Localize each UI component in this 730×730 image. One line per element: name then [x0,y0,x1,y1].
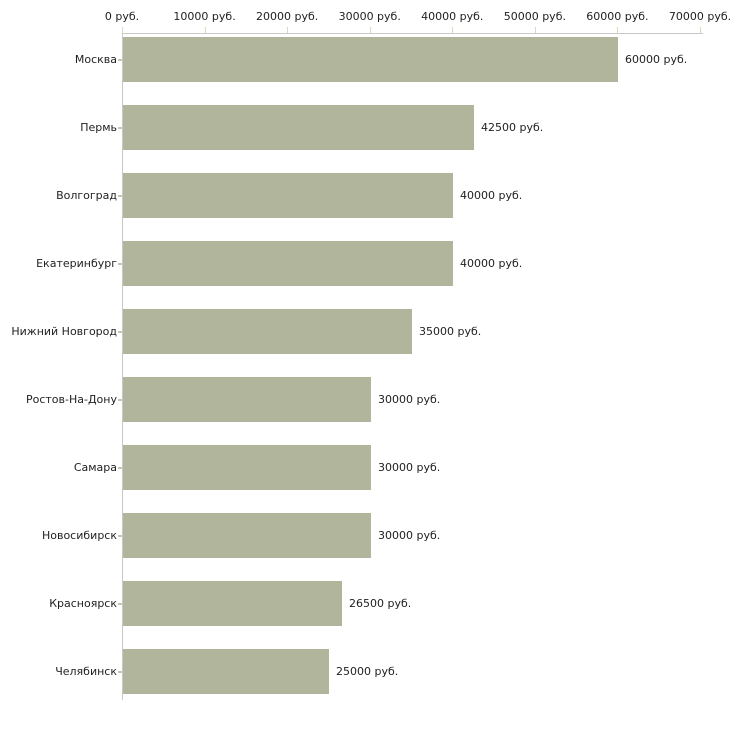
category-label: Красноярск [49,597,117,610]
value-label: 30000 руб. [378,393,441,406]
value-label: 30000 руб. [378,461,441,474]
x-tick-mark [204,27,206,33]
category-label: Екатеринбург [36,257,117,270]
category-tick-mark [118,535,122,537]
bar-Нижний Новгород [123,309,412,354]
value-label: 40000 руб. [460,189,523,202]
category-tick-mark [118,127,122,129]
category-label: Ростов-На-Дону [25,393,117,406]
x-tick-label: 20000 руб. [256,10,319,23]
category-label: Самара [73,461,117,474]
category-tick-mark [118,467,122,469]
x-tick-label: 50000 руб. [503,10,566,23]
category-tick-mark [118,263,122,265]
bar-Пермь [123,105,474,150]
x-tick-mark [617,27,619,33]
category-label: Волгоград [56,189,117,202]
bar-Красноярск [123,581,342,626]
category-label: Пермь [80,121,117,134]
x-tick-label: 30000 руб. [338,10,401,23]
category-label: Нижний Новгород [11,325,117,338]
value-label: 35000 руб. [419,325,482,338]
category-label: Челябинск [55,665,117,678]
x-tick-label: 70000 руб. [668,10,730,23]
bar-Самара [123,445,371,490]
bar-Москва [123,37,618,82]
bar-Екатеринбург [123,241,453,286]
x-tick-mark [534,27,536,33]
value-label: 42500 руб. [481,121,544,134]
category-label: Новосибирск [41,529,117,542]
x-axis-line [122,33,703,34]
category-tick-mark [118,331,122,333]
value-label: 60000 руб. [625,53,688,66]
category-tick-mark [118,603,122,605]
y-axis-line [122,33,123,700]
x-tick-label: 40000 руб. [421,10,484,23]
bar-Новосибирск [123,513,371,558]
category-tick-mark [118,59,122,61]
value-label: 30000 руб. [378,529,441,542]
category-label: Москва [74,53,117,66]
category-tick-mark [118,399,122,401]
value-label: 40000 руб. [460,257,523,270]
category-tick-mark [118,671,122,673]
bar-Челябинск [123,649,329,694]
x-tick-mark [122,27,123,33]
x-tick-mark [452,27,454,33]
bar-Волгоград [123,173,453,218]
x-tick-mark [369,27,371,33]
value-label: 26500 руб. [349,597,412,610]
value-label: 25000 руб. [336,665,399,678]
bar-Ростов-На-Дону [123,377,371,422]
x-tick-label: 60000 руб. [586,10,649,23]
x-tick-mark [700,27,701,33]
x-tick-label: 0 руб. [104,10,140,23]
category-tick-mark [118,195,122,197]
x-tick-label: 10000 руб. [173,10,236,23]
x-tick-mark [287,27,289,33]
